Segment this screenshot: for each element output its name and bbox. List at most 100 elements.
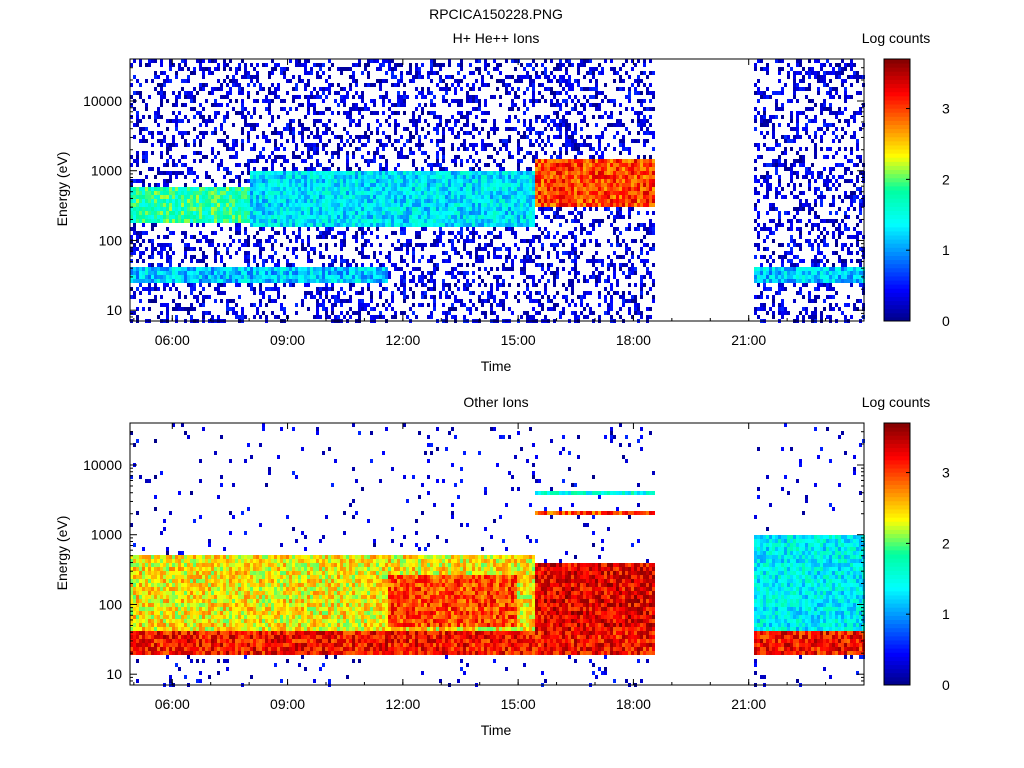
colorbar-swatch xyxy=(884,594,910,600)
colorbar-swatch xyxy=(884,194,910,199)
colorbar-swatch xyxy=(884,472,910,477)
heatmap-cells xyxy=(130,423,865,687)
colorbar-swatch xyxy=(884,300,910,306)
colorbar-swatch xyxy=(884,169,910,175)
colorbar-swatch xyxy=(884,235,910,240)
colorbar-swatch xyxy=(884,230,910,236)
colorbar-swatch xyxy=(884,149,910,154)
colorbar-swatch xyxy=(884,656,910,661)
y-tick-label: 100 xyxy=(99,596,123,612)
colorbar-swatch xyxy=(884,619,910,625)
colorbar-swatch xyxy=(884,247,910,252)
colorbar-swatch xyxy=(884,95,910,101)
x-tick-label: 12:00 xyxy=(385,332,420,348)
x-tick-label: 18:00 xyxy=(616,696,651,712)
colorbar-swatch xyxy=(884,63,910,68)
colorbar-swatch xyxy=(884,263,910,269)
colorbar-tick-label: 3 xyxy=(942,101,950,117)
colorbar-swatch xyxy=(884,181,910,187)
colorbar-swatch xyxy=(884,296,910,302)
colorbar-swatch xyxy=(884,79,910,85)
colorbar-swatch xyxy=(884,431,910,436)
colorbar-swatch xyxy=(884,439,910,444)
colorbar-swatch xyxy=(884,144,910,150)
colorbar-swatch xyxy=(884,480,910,485)
colorbar-swatch xyxy=(884,586,910,592)
colorbar-swatch xyxy=(884,504,910,510)
colorbar-swatch xyxy=(884,128,910,134)
colorbar-swatch xyxy=(884,451,910,457)
colorbar-swatch xyxy=(884,590,910,596)
y-tick-label: 1000 xyxy=(91,527,122,543)
colorbar-swatch xyxy=(884,541,910,547)
colorbar-swatch xyxy=(884,558,910,563)
colorbar-swatch xyxy=(884,271,910,277)
colorbar-swatch xyxy=(884,255,910,261)
colorbar-swatch xyxy=(884,578,910,584)
colorbar-swatch xyxy=(884,500,910,506)
colorbar-swatch xyxy=(884,615,910,620)
colorbar-swatch xyxy=(884,492,910,498)
heatmap-cells xyxy=(130,59,865,323)
colorbar-swatch xyxy=(884,631,910,637)
colorbar-label: Log counts xyxy=(862,394,931,410)
colorbar-swatch xyxy=(884,288,910,293)
colorbar-swatch xyxy=(884,312,910,318)
x-tick-label: 06:00 xyxy=(155,332,190,348)
x-tick-label: 18:00 xyxy=(616,332,651,348)
colorbar-swatch xyxy=(884,554,910,559)
panel-title: H+ He++ Ions xyxy=(453,30,540,46)
colorbar-swatch xyxy=(884,161,910,166)
colorbar-swatch xyxy=(884,214,910,220)
spectrogram-panel-h-he-ions: H+ He++ Ions Log counts Time Energy (eV)… xyxy=(54,30,950,374)
colorbar-swatch xyxy=(884,173,910,179)
colorbar-swatch xyxy=(884,607,910,612)
colorbar-swatch xyxy=(884,83,910,89)
colorbar-swatch xyxy=(884,423,910,428)
y-tick-label: 10 xyxy=(106,302,122,318)
colorbar-swatch xyxy=(884,549,910,555)
colorbar-swatch xyxy=(884,198,910,203)
colorbar-swatch xyxy=(884,280,910,285)
colorbar-swatch xyxy=(884,463,910,469)
colorbar-swatch xyxy=(884,496,910,502)
colorbar-swatch xyxy=(884,676,910,682)
colorbar-swatch xyxy=(884,316,910,322)
colorbar-swatch xyxy=(884,190,910,195)
x-axis-label: Time xyxy=(481,358,512,374)
colorbar-swatch xyxy=(884,59,910,64)
colorbar-swatch xyxy=(884,222,910,228)
colorbar-swatch xyxy=(884,525,910,530)
colorbar-swatch xyxy=(884,284,910,289)
colorbar-frame xyxy=(883,58,911,322)
colorbar-swatch xyxy=(884,639,910,645)
colorbar-tick-label: 1 xyxy=(942,606,950,622)
colorbar-swatch xyxy=(884,484,910,489)
colorbar-swatch xyxy=(884,599,910,604)
colorbar-swatch xyxy=(884,623,910,629)
figure-title: RPCICA150228.PNG xyxy=(429,6,563,22)
x-tick-label: 09:00 xyxy=(270,332,305,348)
colorbar-swatch xyxy=(884,71,910,76)
colorbar-swatch xyxy=(884,124,910,130)
plot-frame xyxy=(129,58,865,322)
y-tick-label: 1000 xyxy=(91,163,122,179)
colorbar-swatch xyxy=(884,75,910,80)
spectrogram-plot-area: 06:00 09:00 12:00 15:00 18:00 21:00 10 100 1000 1… xyxy=(83,422,865,712)
colorbar-frame xyxy=(883,422,911,686)
colorbar-tick-label: 0 xyxy=(942,677,950,693)
colorbar-swatch xyxy=(884,259,910,265)
colorbar-swatch xyxy=(884,267,910,273)
colorbar-swatch xyxy=(884,435,910,440)
spectrogram-plot-area: 06:00 09:00 12:00 15:00 18:00 21:00 10 100 1000 1… xyxy=(83,58,865,348)
colorbar-swatch xyxy=(884,476,910,481)
x-tick-label: 21:00 xyxy=(731,332,766,348)
x-tick-label: 15:00 xyxy=(501,332,536,348)
colorbar-swatch xyxy=(884,611,910,616)
colorbar-tick-label: 2 xyxy=(942,171,950,187)
colorbar-swatch xyxy=(884,87,910,93)
colorbar-swatch xyxy=(884,672,910,678)
colorbar-swatch xyxy=(884,517,910,522)
colorbar-swatch xyxy=(884,582,910,588)
